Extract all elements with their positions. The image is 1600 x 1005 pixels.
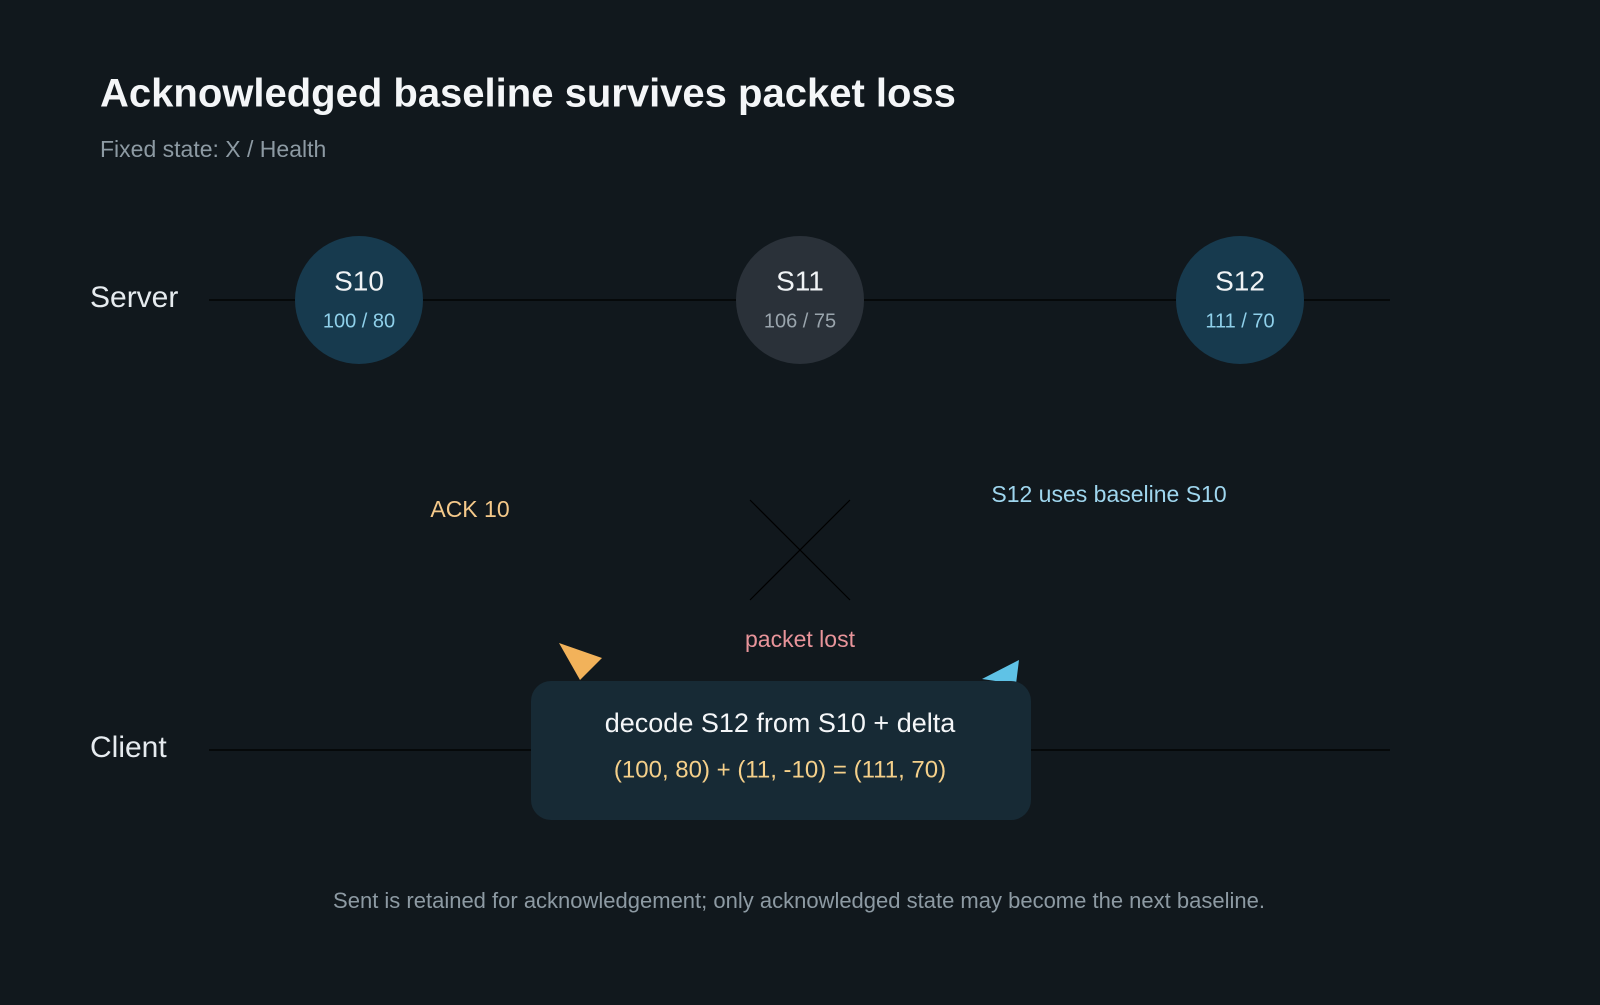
- node-value: 100 / 80: [323, 310, 395, 332]
- ack-label: ACK 10: [430, 496, 509, 522]
- node-label: S12: [1215, 265, 1265, 296]
- lane-label: Client: [90, 731, 167, 764]
- node-value: 106 / 75: [764, 310, 836, 332]
- node: [736, 236, 864, 364]
- decode-formula: (100, 80) + (11, -10) = (111, 70): [614, 756, 946, 783]
- ack-arrowhead: [559, 643, 602, 680]
- lane-label: Server: [90, 281, 178, 314]
- title: Acknowledged baseline survives packet lo…: [100, 72, 956, 116]
- baseline-arrowhead: [982, 660, 1019, 684]
- decode-title: decode S12 from S10 + delta: [605, 708, 956, 738]
- node-label: S11: [776, 265, 824, 296]
- loss-cross: [749, 499, 851, 601]
- footer: Sent is retained for acknowledgement; on…: [333, 888, 1265, 913]
- node: [1176, 236, 1304, 364]
- node-value: 111 / 70: [1205, 310, 1274, 332]
- lost-label: packet lost: [745, 626, 856, 652]
- node-label: S10: [334, 265, 384, 296]
- decode-box: [531, 681, 1031, 820]
- baseline-label: S12 uses baseline S10: [991, 481, 1226, 507]
- subtitle: Fixed state: X / Health: [100, 136, 326, 162]
- node: [295, 236, 423, 364]
